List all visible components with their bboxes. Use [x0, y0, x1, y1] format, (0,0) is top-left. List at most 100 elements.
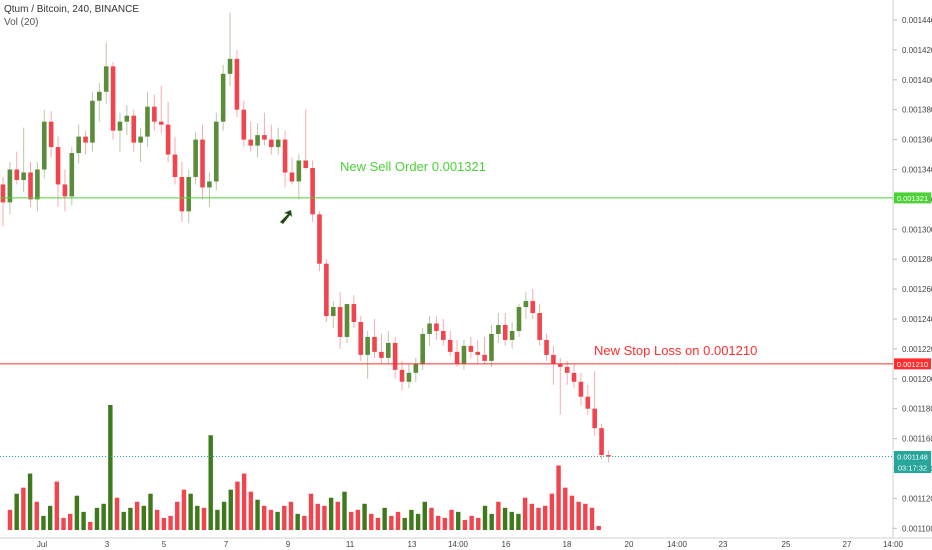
volume-bar [154, 509, 160, 530]
volume-bar [141, 505, 146, 530]
candle-body [578, 381, 584, 397]
volume-bar [476, 517, 481, 530]
time-tick-label: 27 [843, 540, 852, 549]
candle-body [138, 136, 143, 143]
candle-body [110, 66, 116, 131]
stop-price-badge: 0.001210 [897, 360, 928, 369]
volume-bar [429, 507, 434, 530]
stop-price-badge-bg [894, 358, 931, 370]
price-tick-label: 0.001160 [902, 435, 932, 444]
volume-bar [88, 521, 93, 530]
candle-body [523, 301, 529, 308]
candle-body [310, 168, 315, 215]
volume-bar [402, 517, 407, 530]
volume-bar [435, 515, 441, 530]
candle-body [516, 307, 522, 331]
candle-body [262, 135, 267, 140]
candle-body [76, 136, 81, 154]
candle-body [344, 304, 350, 337]
volume-bar [302, 515, 307, 530]
volume-bar [576, 501, 581, 530]
candle-body [537, 313, 542, 340]
candle-body [385, 342, 391, 358]
time-tick-label: 14:00 [667, 540, 688, 549]
candle-body [585, 396, 591, 409]
candle-body [502, 324, 508, 340]
last-price-badge: 0.001148 [897, 453, 928, 462]
volume-bar [74, 495, 80, 530]
candle-body [482, 354, 487, 361]
volume-bar [34, 501, 39, 530]
volume-bar [543, 505, 548, 530]
volume-bar [14, 493, 19, 530]
candle-body [406, 372, 412, 382]
chart-title: Qtum / Bitcoin, 240, BINANCE [4, 4, 140, 15]
volume-bar [148, 493, 153, 530]
time-tick-label: 23 [719, 540, 728, 549]
candle-body [28, 172, 33, 200]
volume-bar [188, 493, 193, 530]
volume-bar [529, 503, 535, 530]
volume-bar [275, 511, 280, 530]
volume-bar [215, 509, 220, 530]
candle-body [330, 307, 336, 317]
volume-bar [589, 507, 595, 530]
candle-body [351, 304, 357, 322]
volume-bar [101, 503, 106, 530]
candle-body [509, 330, 515, 340]
volume-bar [201, 507, 207, 530]
volume-bar [422, 501, 427, 530]
candle-body [289, 172, 295, 182]
volume-bar [114, 497, 120, 530]
volume-bar [409, 509, 414, 530]
volume-bar [342, 491, 347, 530]
volume-bar [516, 513, 521, 530]
volume-bar [295, 513, 300, 530]
candle-body [48, 121, 54, 148]
volume-bar [308, 493, 314, 530]
candle-body [14, 169, 20, 180]
candle-body [145, 106, 150, 137]
candle-body [200, 139, 205, 188]
candle-body [530, 301, 536, 314]
volume-bar [175, 501, 180, 530]
volume-bar [496, 501, 501, 530]
candle-body [296, 160, 302, 182]
candle-body [124, 115, 130, 122]
price-tick-label: 0.001120 [902, 494, 932, 503]
volume-bar [21, 487, 26, 530]
volume-bar [449, 509, 454, 530]
volume-bar [221, 501, 227, 530]
candle-body [358, 321, 364, 355]
candle-body [317, 214, 322, 264]
candle-body [255, 135, 260, 146]
candle-body [152, 106, 157, 122]
volume-bar [288, 501, 294, 530]
volume-bar [382, 507, 387, 530]
candle-body [172, 154, 178, 177]
candle-body [571, 372, 577, 382]
candle-body [227, 58, 233, 74]
volume-bar [315, 503, 320, 530]
volume-bar [268, 509, 274, 530]
price-tick-label: 0.001440 [902, 16, 932, 25]
volume-bar [369, 513, 374, 530]
sell-price-badge: 0.001321 [897, 194, 928, 203]
volume-bar [596, 525, 601, 530]
volume-bar [328, 497, 334, 530]
candle-body [461, 345, 467, 364]
volume-bar [536, 507, 541, 530]
time-tick-label: 13 [408, 540, 417, 549]
candle-body [599, 428, 604, 456]
candle-body [282, 139, 288, 173]
candle-body [165, 124, 171, 155]
candle-body [441, 330, 446, 340]
candle-body [324, 263, 329, 317]
time-tick-label: 18 [563, 540, 572, 549]
candle-body [117, 121, 123, 131]
time-tick-label: 5 [162, 540, 167, 549]
